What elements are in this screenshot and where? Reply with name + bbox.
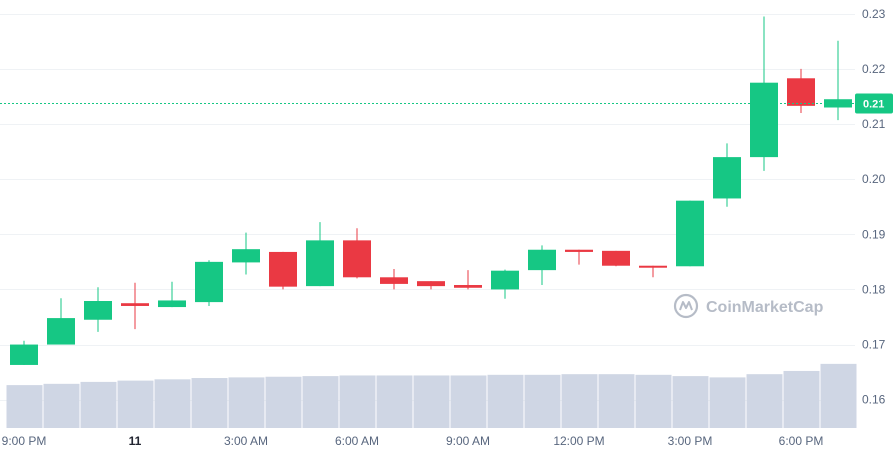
candle xyxy=(10,340,38,365)
candle-body xyxy=(306,240,334,287)
y-tick-label: 0.16 xyxy=(862,393,886,407)
candle xyxy=(121,282,149,330)
watermark-text: CoinMarketCap xyxy=(706,299,824,316)
volume-bar xyxy=(487,374,524,428)
candle xyxy=(713,143,741,207)
x-tick-label: 12:00 PM xyxy=(553,434,604,448)
volume-bar xyxy=(709,377,746,428)
candle-body xyxy=(454,285,482,288)
y-tick-label: 0.20 xyxy=(862,172,886,186)
volume-bar xyxy=(6,385,43,428)
candle-body xyxy=(824,99,852,108)
candle-body xyxy=(787,78,815,106)
candle xyxy=(639,265,667,278)
candle xyxy=(565,249,593,265)
candle xyxy=(380,269,408,290)
volume-bar xyxy=(117,380,154,428)
candle xyxy=(824,40,852,121)
candle-body xyxy=(676,200,704,267)
volume-bar xyxy=(450,375,487,428)
volume-bar xyxy=(783,370,820,428)
candle-body xyxy=(121,303,149,306)
candle-body xyxy=(528,249,556,271)
candle xyxy=(528,245,556,286)
x-axis: 9:00 PM 11 3:00 AM 6:00 AM 9:00 AM 12:00 PM 3:… xyxy=(2,434,824,448)
candle xyxy=(454,270,482,290)
candle-body xyxy=(380,277,408,284)
volume-bar xyxy=(154,379,191,428)
volume-bar xyxy=(191,378,228,428)
candle-body xyxy=(10,344,38,365)
volume-bar xyxy=(265,376,302,428)
candle xyxy=(158,281,186,308)
current-price-label: 0.21 xyxy=(863,99,884,111)
candles xyxy=(10,16,852,365)
candle xyxy=(232,232,260,275)
volume-bar xyxy=(820,363,857,428)
candle xyxy=(343,228,371,279)
candle-body xyxy=(713,157,741,199)
y-tick-label: 0.21 xyxy=(862,117,886,131)
x-tick-label: 9:00 PM xyxy=(2,434,47,448)
candle-body xyxy=(158,300,186,308)
volume-bar xyxy=(339,375,376,428)
volume-bar xyxy=(672,376,709,428)
volume-bar xyxy=(80,381,117,428)
candle-body xyxy=(602,250,630,266)
candle-body xyxy=(417,281,445,287)
x-tick-label: 6:00 AM xyxy=(335,434,379,448)
y-tick-label: 0.23 xyxy=(862,7,886,21)
candle-body xyxy=(47,318,75,345)
candle xyxy=(47,298,75,345)
x-tick-label: 3:00 PM xyxy=(668,434,713,448)
candle-body xyxy=(565,249,593,252)
candle xyxy=(84,287,112,332)
volume-bar xyxy=(376,375,413,428)
current-price-badge-bg xyxy=(855,93,893,114)
candle xyxy=(602,250,630,267)
candle xyxy=(195,260,223,306)
y-tick-label: 0.22 xyxy=(862,62,886,76)
volume-bar xyxy=(635,374,672,428)
coinmarketcap-watermark: CoinMarketCap xyxy=(673,293,824,319)
coinmarketcap-logo-icon xyxy=(673,293,699,319)
candle xyxy=(306,222,334,287)
candle-body xyxy=(750,82,778,158)
volume-bars xyxy=(6,363,857,428)
candle-body xyxy=(491,270,519,290)
volume-bar xyxy=(228,377,265,428)
candle xyxy=(491,269,519,299)
y-axis: 0.16 0.17 0.18 0.19 0.20 0.21 0.22 0.23 xyxy=(862,7,886,407)
candle xyxy=(676,200,704,267)
x-tick-label: 11 xyxy=(129,434,142,448)
x-tick-label: 6:00 PM xyxy=(779,434,824,448)
candle-body xyxy=(232,249,260,263)
volume-bar xyxy=(43,383,80,428)
x-tick-label: 9:00 AM xyxy=(446,434,490,448)
current-price-badge: 0.21 xyxy=(855,93,893,114)
candle-body xyxy=(195,261,223,303)
candle xyxy=(269,251,297,290)
y-tick-label: 0.19 xyxy=(862,227,886,241)
candle-body xyxy=(639,265,667,268)
volume-bar xyxy=(598,374,635,428)
volume-bar xyxy=(302,376,339,428)
volume-bar xyxy=(561,374,598,428)
candle xyxy=(417,281,445,290)
candle-body xyxy=(269,251,297,287)
y-tick-label: 0.17 xyxy=(862,338,886,352)
grid-lines xyxy=(0,14,855,401)
y-tick-label: 0.18 xyxy=(862,282,886,296)
candle-body xyxy=(343,240,371,278)
volume-bar xyxy=(413,375,450,428)
x-tick-label: 3:00 AM xyxy=(224,434,268,448)
candle-body xyxy=(84,301,112,320)
volume-bar xyxy=(746,374,783,428)
volume-bar xyxy=(524,374,561,428)
candle xyxy=(787,68,815,114)
candle xyxy=(750,16,778,171)
